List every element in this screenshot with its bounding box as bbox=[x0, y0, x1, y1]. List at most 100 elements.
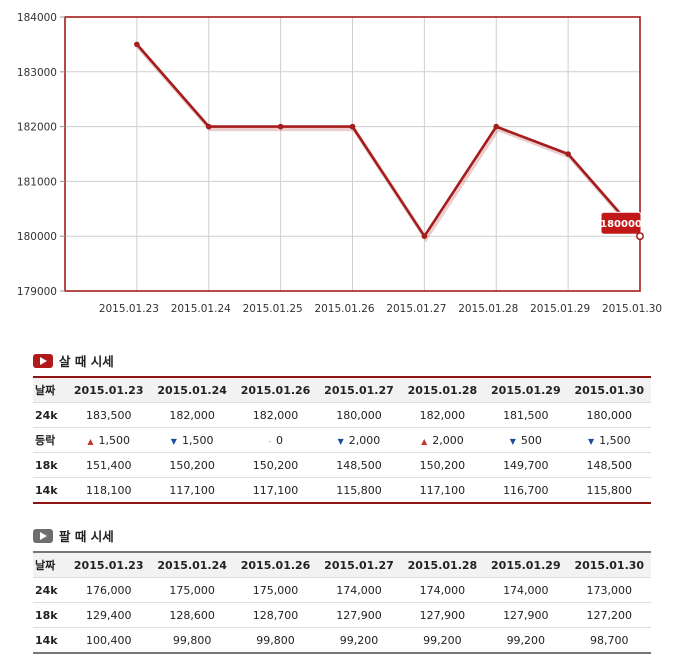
triangle-down-icon: ▼ bbox=[587, 436, 595, 446]
y-tick-label: 183000 bbox=[17, 67, 57, 79]
price-value: 115,800 bbox=[586, 483, 633, 497]
price-value: 117,100 bbox=[419, 483, 466, 497]
price-cell: 149,700 bbox=[484, 452, 568, 478]
highlight-point[interactable] bbox=[636, 232, 644, 241]
price-value: 149,700 bbox=[503, 458, 549, 472]
table-header-row: 날짜 2015.01.23 2015.01.24 2015.01.26 2015.01.… bbox=[33, 552, 651, 578]
price-value: 128,600 bbox=[169, 608, 215, 622]
price-value: 174,000 bbox=[336, 583, 382, 597]
price-cell: 148,500 bbox=[317, 452, 401, 478]
chart-grid bbox=[65, 16, 641, 292]
price-cell: 117,100 bbox=[401, 478, 484, 504]
price-cell: 150,200 bbox=[150, 452, 234, 478]
table-row: 24k 183,500 182,000 182,000 180,000 182,000 18… bbox=[33, 402, 651, 428]
value-tooltip: 180000 bbox=[600, 211, 644, 241]
price-cell: 116,700 bbox=[484, 478, 567, 504]
price-cell: 176,000 bbox=[67, 577, 151, 603]
price-cell: 128,700 bbox=[233, 602, 318, 628]
date-column-label: 날짜 bbox=[33, 552, 67, 578]
date-column-header: 2015.01.28 bbox=[400, 377, 485, 403]
price-cell: 127,900 bbox=[317, 602, 401, 628]
price-cell: 182,000 bbox=[233, 402, 318, 428]
date-column-header: 2015.01.23 bbox=[67, 377, 151, 403]
price-value: 174,000 bbox=[503, 583, 549, 597]
price-cell: 174,000 bbox=[484, 577, 568, 603]
series-line-path bbox=[135, 43, 641, 238]
data-point[interactable] bbox=[349, 123, 356, 130]
data-point[interactable] bbox=[205, 123, 212, 130]
date-column-header: 2015.01.23 bbox=[67, 552, 151, 578]
price-value: 181,500 bbox=[503, 408, 549, 422]
table-header-row: 날짜 2015.01.23 2015.01.24 2015.01.26 2015.01.… bbox=[33, 377, 651, 403]
price-cell: 99,200 bbox=[401, 628, 484, 654]
row-label: 등락 bbox=[33, 427, 67, 453]
data-point[interactable] bbox=[565, 151, 571, 157]
price-cell: 182,000 bbox=[400, 402, 485, 428]
price-cell: ▲ 1,500 bbox=[67, 427, 151, 453]
x-axis: 2015.01.23 2015.01.24 2015.01.25 2015.01.26… bbox=[99, 303, 662, 315]
price-cell: 118,100 bbox=[67, 478, 150, 504]
triangle-up-icon: ▲ bbox=[421, 436, 428, 446]
date-column-label: 날짜 bbox=[33, 377, 67, 403]
price-cell: 129,400 bbox=[67, 602, 151, 628]
price-value: 500 bbox=[520, 433, 542, 447]
date-column-header: 2015.01.30 bbox=[567, 377, 651, 403]
triangle-down-icon: ▼ bbox=[337, 436, 344, 446]
data-point[interactable] bbox=[134, 41, 140, 48]
price-cell: 115,800 bbox=[568, 478, 651, 504]
date-column-header: 2015.01.29 bbox=[484, 552, 568, 578]
price-cell: 148,500 bbox=[567, 452, 651, 478]
dash-icon: - bbox=[268, 436, 271, 446]
price-cell: ▼ 1,500 bbox=[150, 427, 234, 453]
data-point[interactable] bbox=[277, 123, 284, 130]
price-value: 182,000 bbox=[419, 408, 466, 422]
price-value: 182,000 bbox=[169, 408, 215, 422]
x-tick-label: 2015.01.30 bbox=[602, 303, 662, 315]
row-label: 14k bbox=[35, 483, 58, 497]
x-tick-label: 2015.01.28 bbox=[458, 303, 518, 315]
price-value: 117,100 bbox=[169, 483, 215, 497]
price-value: 127,900 bbox=[419, 608, 466, 622]
price-value: 129,400 bbox=[85, 608, 132, 622]
x-tick-label: 2015.01.27 bbox=[386, 303, 446, 315]
price-value: 127,900 bbox=[503, 608, 549, 622]
table-row: 18k 151,400 150,200 150,200 148,500 150,200 14… bbox=[33, 452, 651, 478]
triangle-down-icon: ▼ bbox=[509, 436, 516, 446]
date-column-header: 2015.01.24 bbox=[150, 552, 234, 578]
price-cell: ▼ 1,500 bbox=[567, 427, 651, 453]
date-column-header: 2015.01.29 bbox=[484, 377, 568, 403]
sell-section-title: 팔 때 시세 bbox=[33, 528, 114, 546]
price-value: 0 bbox=[276, 433, 283, 447]
y-tick-label: 180000 bbox=[17, 231, 57, 243]
price-value: 150,200 bbox=[252, 458, 299, 472]
series-line-shadow bbox=[136, 45, 644, 243]
triangle-down-icon: ▼ bbox=[170, 436, 177, 446]
data-point[interactable] bbox=[493, 123, 500, 130]
price-cell: 175,000 bbox=[233, 577, 318, 603]
buy-title-text: 살 때 시세 bbox=[59, 354, 114, 369]
triangle-up-icon: ▲ bbox=[87, 436, 94, 446]
price-line-chart: 179000 180000 181000 182000 183000 184000 201… bbox=[17, 12, 662, 315]
table-row: 18k 129,400 128,600 128,700 127,900 127,900 12… bbox=[33, 602, 651, 628]
row-label: 14k bbox=[35, 633, 58, 647]
table-row: 등락 ▲ 1,500 ▼ 1,500 -0 ▼ 2,000 ▲ 2,000 ▼ 500 ▼ 1,500 bbox=[33, 427, 651, 453]
price-cell: 182,000 bbox=[150, 402, 234, 428]
row-label: 18k bbox=[33, 602, 67, 628]
price-value: 175,000 bbox=[252, 583, 299, 597]
price-value: 99,800 bbox=[172, 633, 212, 647]
price-cell: 175,000 bbox=[150, 577, 234, 603]
row-label: 24k bbox=[33, 577, 67, 603]
price-value: 176,000 bbox=[85, 583, 132, 597]
data-point[interactable] bbox=[421, 233, 428, 239]
price-value: 1,500 bbox=[181, 433, 214, 447]
date-column-header: 2015.01.28 bbox=[400, 552, 485, 578]
price-value: 174,000 bbox=[419, 583, 466, 597]
price-cell: 99,200 bbox=[317, 628, 400, 654]
price-cell: 100,400 bbox=[67, 628, 150, 654]
price-cell: 180,000 bbox=[567, 402, 651, 428]
y-axis: 179000 180000 181000 182000 183000 184000 bbox=[17, 12, 65, 298]
price-cell: ▲ 2,000 bbox=[400, 427, 485, 453]
table-row: 14k 118,100 117,100 117,100 115,800 117,100 11… bbox=[33, 478, 651, 504]
price-value: 150,200 bbox=[169, 458, 215, 472]
price-value: 100,400 bbox=[85, 633, 132, 647]
